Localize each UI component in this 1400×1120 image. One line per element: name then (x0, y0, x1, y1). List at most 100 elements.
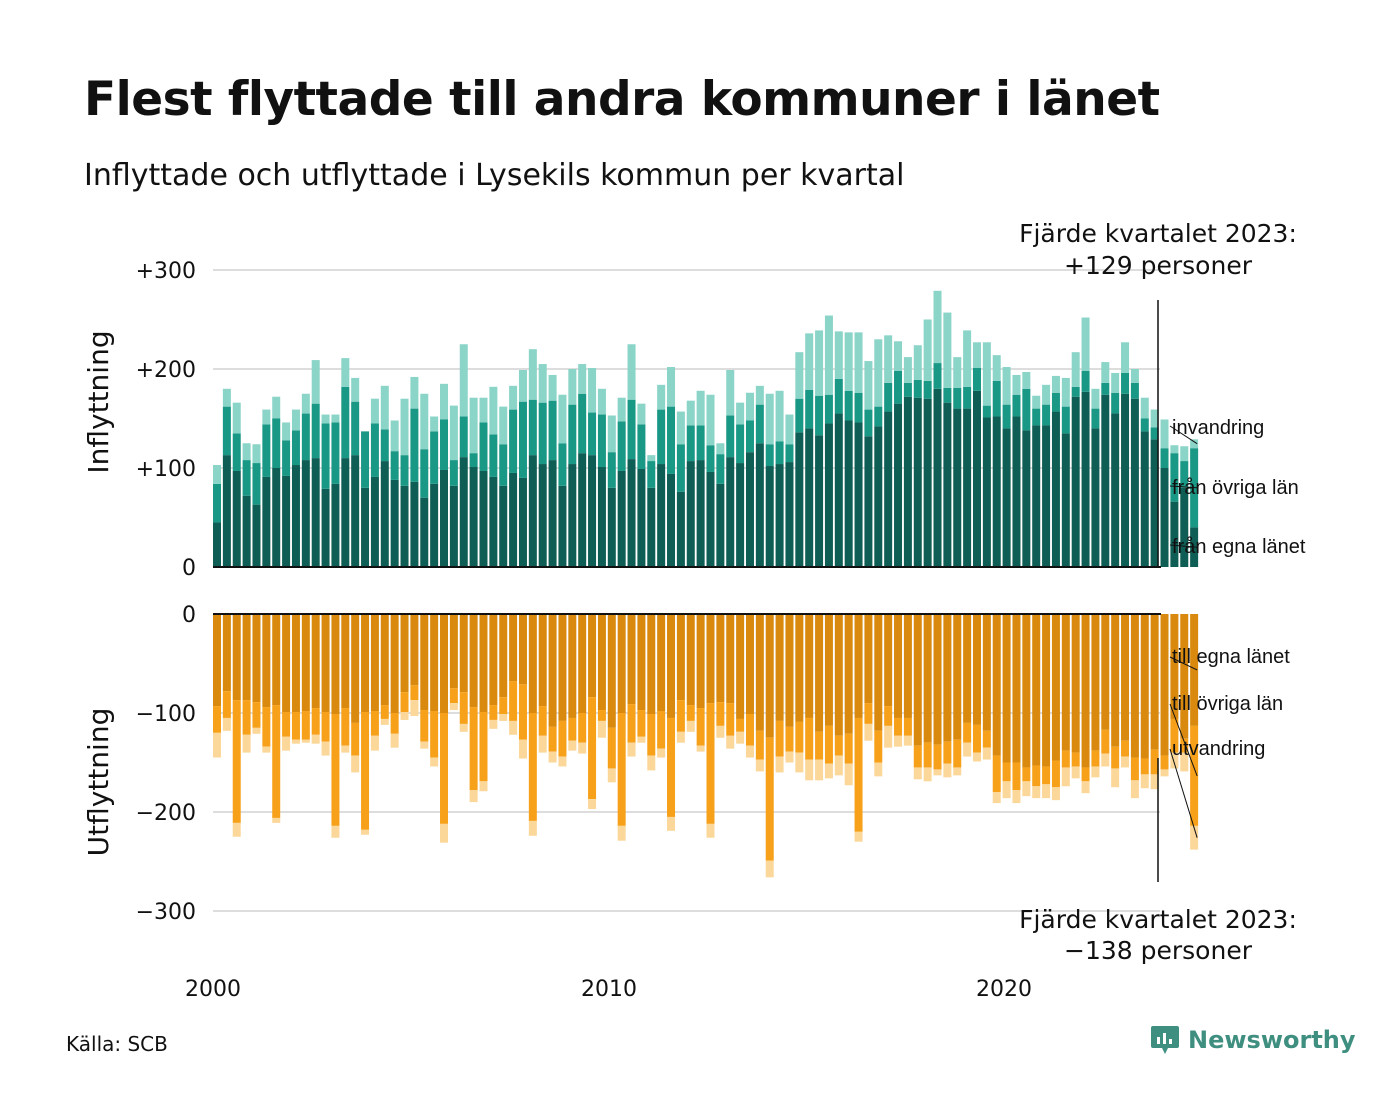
bar-out-2 (410, 700, 419, 716)
bar-in-2 (903, 357, 912, 383)
bar-in-0 (548, 460, 557, 567)
bar-in-2 (647, 455, 656, 462)
bar-out-0 (361, 614, 370, 713)
bar-in-0 (262, 476, 271, 567)
bar-out-0 (854, 614, 863, 718)
bar-in-2 (588, 368, 597, 413)
bar-out-1 (667, 717, 676, 817)
bar-in-0 (775, 464, 784, 567)
bar-in-2 (982, 342, 991, 406)
bar-out-1 (765, 737, 774, 861)
bar-in-0 (716, 483, 725, 567)
bar-in-2 (1091, 388, 1100, 409)
bar-in-2 (449, 405, 458, 461)
bar-out-0 (1091, 614, 1100, 751)
bar-out-2 (647, 755, 656, 771)
bar-in-1 (331, 422, 340, 484)
bar-in-1 (518, 401, 527, 478)
bar-out-1 (647, 713, 656, 756)
bar-out-1 (1140, 758, 1149, 775)
bar-out-0 (1160, 614, 1169, 756)
bar-in-1 (894, 370, 903, 404)
bar-in-1 (1071, 386, 1080, 397)
bar-in-2 (1101, 362, 1110, 383)
bar-in-2 (736, 402, 745, 425)
bar-in-2 (499, 406, 508, 445)
bar-in-1 (291, 430, 300, 466)
bar-out-0 (844, 614, 853, 734)
bar-out-2 (696, 745, 705, 752)
bar-in-1 (449, 460, 458, 486)
bar-out-0 (1111, 614, 1120, 747)
bar-out-0 (1101, 614, 1110, 730)
bar-out-2 (726, 735, 735, 749)
bar-out-2 (430, 757, 439, 767)
bar-in-2 (213, 465, 221, 484)
bar-in-0 (696, 460, 705, 567)
bar-in-1 (301, 413, 310, 461)
bar-in-0 (1101, 394, 1110, 567)
bar-out-1 (1002, 762, 1011, 782)
bar-in-2 (844, 332, 853, 391)
bar-in-1 (588, 412, 597, 456)
bar-in-0 (400, 485, 409, 567)
bar-in-0 (578, 453, 587, 567)
bar-out-0 (440, 614, 449, 713)
bar-out-0 (992, 614, 1001, 756)
bar-in-2 (923, 319, 932, 381)
bar-out-2 (686, 720, 695, 732)
bar-in-1 (272, 418, 281, 468)
bar-out-1 (440, 713, 449, 824)
bar-in-1 (430, 431, 439, 484)
bar-out-2 (1150, 774, 1159, 790)
bar-in-1 (657, 409, 666, 465)
bar-out-1 (390, 713, 399, 734)
bar-in-2 (755, 385, 764, 405)
bar-in-2 (992, 355, 1001, 381)
bar-in-0 (913, 397, 922, 567)
bar-out-0 (913, 614, 922, 746)
inflyttning-gridlines: 0 +100 +200 +300 (136, 259, 1160, 581)
bar-out-1 (982, 730, 991, 748)
bar-in-2 (1160, 419, 1169, 449)
bar-out-2 (913, 767, 922, 780)
bar-out-0 (775, 614, 784, 721)
bar-in-1 (627, 399, 636, 460)
brand-logo[interactable]: Newsworthy (1150, 1024, 1356, 1056)
bar-out-1 (1150, 749, 1159, 775)
bar-in-1 (469, 453, 478, 468)
bar-out-0 (1180, 614, 1189, 739)
bar-in-1 (489, 434, 498, 477)
bar-in-1 (1150, 427, 1159, 440)
bar-out-0 (874, 614, 883, 731)
legend-label-in: från egna länet (1172, 536, 1306, 558)
bar-in-0 (430, 483, 439, 567)
y-tick-label: −100 (136, 702, 196, 727)
bar-in-1 (923, 380, 932, 399)
bar-in-0 (854, 422, 863, 567)
bar-out-0 (1071, 614, 1080, 753)
bar-in-2 (775, 390, 784, 442)
bar-out-2 (1111, 768, 1120, 788)
bar-out-1 (351, 722, 360, 756)
bar-out-2 (499, 713, 508, 721)
bar-out-2 (1022, 781, 1031, 797)
bar-in-2 (706, 394, 715, 446)
bar-out-2 (1091, 766, 1100, 778)
bar-out-1 (1061, 750, 1070, 768)
bar-in-2 (884, 335, 893, 383)
bar-in-1 (1101, 382, 1110, 395)
bar-out-2 (301, 739, 310, 743)
bar-out-1 (213, 706, 221, 733)
bar-out-2 (972, 752, 981, 762)
bar-in-2 (291, 409, 300, 431)
bar-in-1 (597, 414, 606, 468)
bar-out-2 (291, 739, 300, 744)
bar-out-0 (716, 614, 725, 703)
bar-in-0 (528, 455, 537, 567)
bar-in-1 (578, 393, 587, 454)
bar-out-1 (509, 681, 518, 721)
bar-out-1 (972, 724, 981, 753)
bar-out-2 (1012, 790, 1021, 804)
bar-in-2 (1002, 367, 1011, 405)
